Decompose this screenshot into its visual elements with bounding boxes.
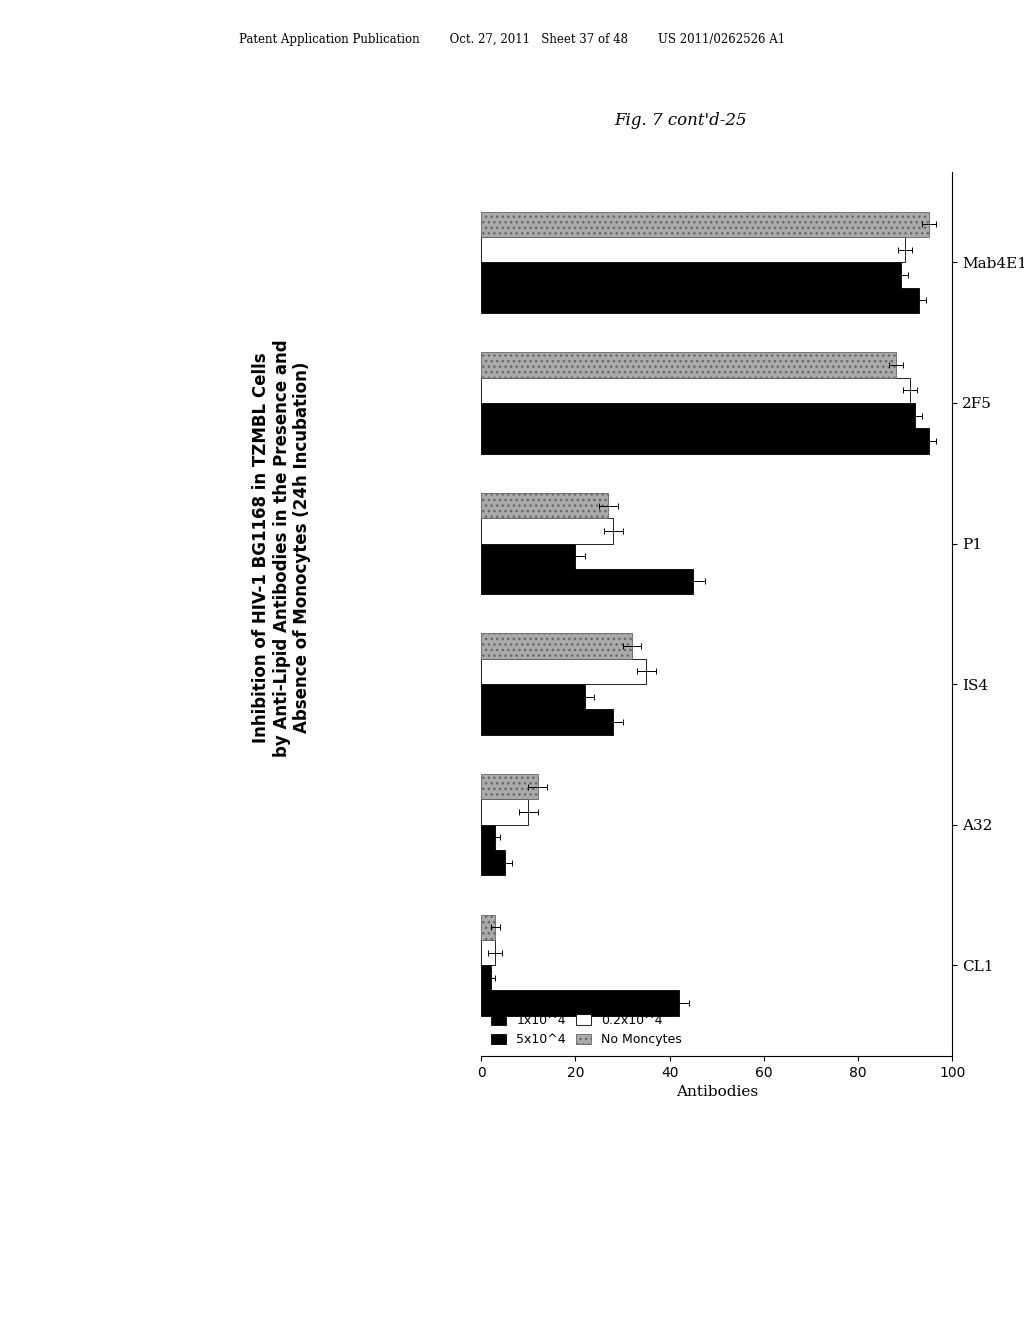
Bar xyxy=(481,915,496,940)
Text: Inhibition of HIV-1 BG1168 in TZMBL Cells
by Anti-Lipid Antibodies in the Presen: Inhibition of HIV-1 BG1168 in TZMBL Cell… xyxy=(252,339,311,756)
Bar xyxy=(481,800,528,825)
Bar xyxy=(481,940,496,965)
Bar xyxy=(481,569,693,594)
Bar xyxy=(481,709,613,735)
Bar xyxy=(481,352,896,378)
Legend: 1x10^4, 5x10^4, 0.2x10^4, No Moncytes: 1x10^4, 5x10^4, 0.2x10^4, No Moncytes xyxy=(487,1010,685,1049)
Bar xyxy=(481,990,679,1016)
Bar xyxy=(481,378,910,403)
Bar xyxy=(481,825,496,850)
Bar xyxy=(481,519,613,544)
Bar xyxy=(481,634,632,659)
Bar xyxy=(481,263,900,288)
Bar xyxy=(481,544,575,569)
Bar xyxy=(481,211,929,238)
Bar xyxy=(481,965,490,990)
Bar xyxy=(481,403,914,428)
Bar xyxy=(481,428,929,454)
Bar xyxy=(481,850,505,875)
Bar xyxy=(481,288,920,313)
Bar xyxy=(481,238,905,263)
Text: Fig. 7 cont'd-25: Fig. 7 cont'd-25 xyxy=(614,112,748,129)
Bar xyxy=(481,684,585,709)
Bar xyxy=(481,774,538,800)
Bar xyxy=(481,659,646,684)
Bar xyxy=(481,492,608,519)
Text: Patent Application Publication        Oct. 27, 2011   Sheet 37 of 48        US 2: Patent Application Publication Oct. 27, … xyxy=(239,33,785,46)
X-axis label: Antibodies: Antibodies xyxy=(676,1085,758,1100)
